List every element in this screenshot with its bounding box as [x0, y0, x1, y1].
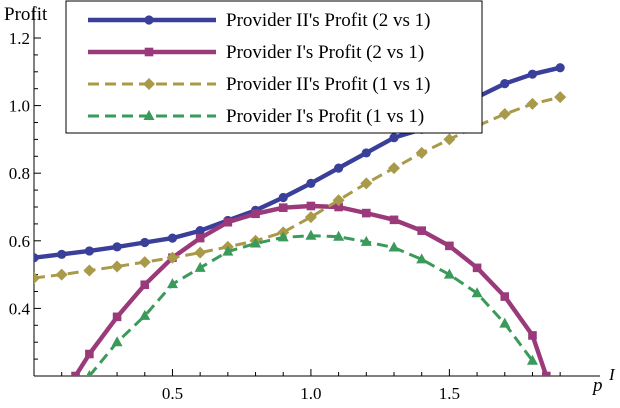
data-point-circle [500, 79, 510, 89]
data-point-diamond [55, 268, 68, 281]
data-point-triangle [333, 230, 345, 241]
data-point-square [71, 371, 80, 376]
data-point-square [472, 263, 482, 273]
data-point-diamond [526, 97, 539, 110]
data-point-square [362, 208, 371, 218]
data-point-triangle [526, 354, 538, 365]
data-point-circle [34, 253, 39, 263]
data-point-diamond [388, 162, 400, 175]
legend-marker-diamond [143, 78, 155, 90]
series-4 [86, 229, 538, 376]
data-point-triangle [388, 241, 400, 252]
data-point-square [195, 233, 205, 243]
data-point-diamond [304, 211, 317, 224]
data-point-square [528, 331, 537, 340]
data-point-diamond [360, 177, 373, 190]
data-point-square [334, 202, 343, 212]
x-tick-label: 1.5 [439, 384, 460, 403]
data-point-triangle [277, 231, 289, 242]
data-point-diamond [138, 256, 151, 269]
data-point-triangle [443, 268, 455, 279]
y-tick-label: 0.4 [9, 299, 31, 318]
data-point-square [251, 209, 260, 219]
legend-label-1: Provider II's Profit (2 vs 1) [226, 10, 430, 31]
data-point-square [389, 215, 399, 225]
y-tick-label: 1.2 [9, 29, 30, 48]
legend-box [65, 0, 483, 134]
data-point-diamond [83, 264, 96, 277]
y-axis-title: Profit [4, 4, 48, 25]
legend-marker-circle [144, 15, 154, 25]
y-tick-label: 0.6 [9, 232, 30, 251]
data-point-square [85, 349, 94, 359]
legend-label-4: Provider I's Profit (1 vs 1) [226, 106, 424, 127]
x-axis-title: p [591, 375, 603, 396]
data-point-circle [334, 163, 344, 173]
data-point-square [223, 217, 233, 227]
data-point-triangle [139, 309, 151, 320]
data-point-square [417, 226, 426, 235]
legend-label-2: Provider I's Profit (2 vs 1) [226, 42, 424, 63]
data-point-square [140, 280, 150, 290]
data-point-circle [57, 249, 67, 259]
data-point-circle [167, 233, 178, 243]
data-point-circle [195, 226, 205, 236]
legend-marker-square [144, 47, 154, 57]
data-point-diamond [34, 271, 40, 284]
data-point-diamond [166, 251, 179, 264]
data-point-square [112, 312, 122, 322]
data-point-square [500, 292, 510, 301]
data-point-square [278, 203, 288, 212]
data-point-triangle [250, 237, 262, 248]
data-point-triangle [416, 253, 428, 264]
data-point-triangle [471, 287, 483, 298]
data-point-circle [140, 237, 150, 248]
data-point-triangle [111, 336, 123, 347]
data-point-triangle [166, 278, 178, 289]
y-tick-label: 1.0 [9, 97, 30, 116]
data-point-triangle [360, 235, 372, 246]
data-point-diamond [111, 260, 124, 273]
data-point-circle [555, 63, 565, 73]
data-point-diamond [332, 194, 345, 207]
data-point-square [542, 371, 551, 376]
axes-layer: 0.5 1.0 1.5 0.4 0.6 0.8 1.0 1.2 Profit pI [4, 4, 616, 403]
legend-label-3: Provider II's Profit (1 vs 1) [226, 74, 430, 95]
data-point-circle [306, 178, 316, 188]
data-point-triangle [499, 317, 511, 328]
data-point-diamond [443, 133, 456, 146]
x-axis-title-superscript: I [608, 365, 616, 384]
data-point-circle [278, 192, 288, 203]
data-point-triangle [194, 261, 206, 272]
data-point-circle [84, 246, 94, 256]
data-point-diamond [194, 246, 207, 259]
series-2 [71, 201, 551, 376]
x-tick-label: 0.5 [162, 384, 183, 403]
data-point-diamond [498, 108, 511, 121]
data-point-circle [361, 148, 371, 158]
data-point-circle [112, 242, 122, 252]
data-point-diamond [554, 91, 567, 104]
data-point-diamond [415, 146, 428, 159]
legend: Provider II's Profit (2 vs 1) Provider I'… [65, 0, 483, 134]
data-point-triangle [305, 229, 317, 240]
y-tick-label: 0.8 [9, 164, 30, 183]
data-point-square [445, 241, 454, 251]
data-point-square [306, 201, 316, 211]
data-point-triangle [222, 245, 234, 256]
data-point-circle [527, 69, 538, 79]
data-point-circle [389, 133, 399, 143]
data-point-triangle [86, 370, 93, 376]
x-tick-label: 1.0 [300, 384, 321, 403]
legend-marker-triangle [143, 110, 155, 120]
